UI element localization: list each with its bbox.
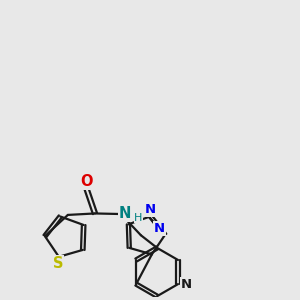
Text: S: S (53, 256, 64, 271)
Text: H: H (134, 213, 143, 223)
Text: O: O (80, 174, 92, 189)
Text: N: N (119, 206, 131, 221)
Text: N: N (180, 278, 191, 291)
Text: N: N (145, 203, 156, 216)
Text: N: N (154, 222, 165, 235)
